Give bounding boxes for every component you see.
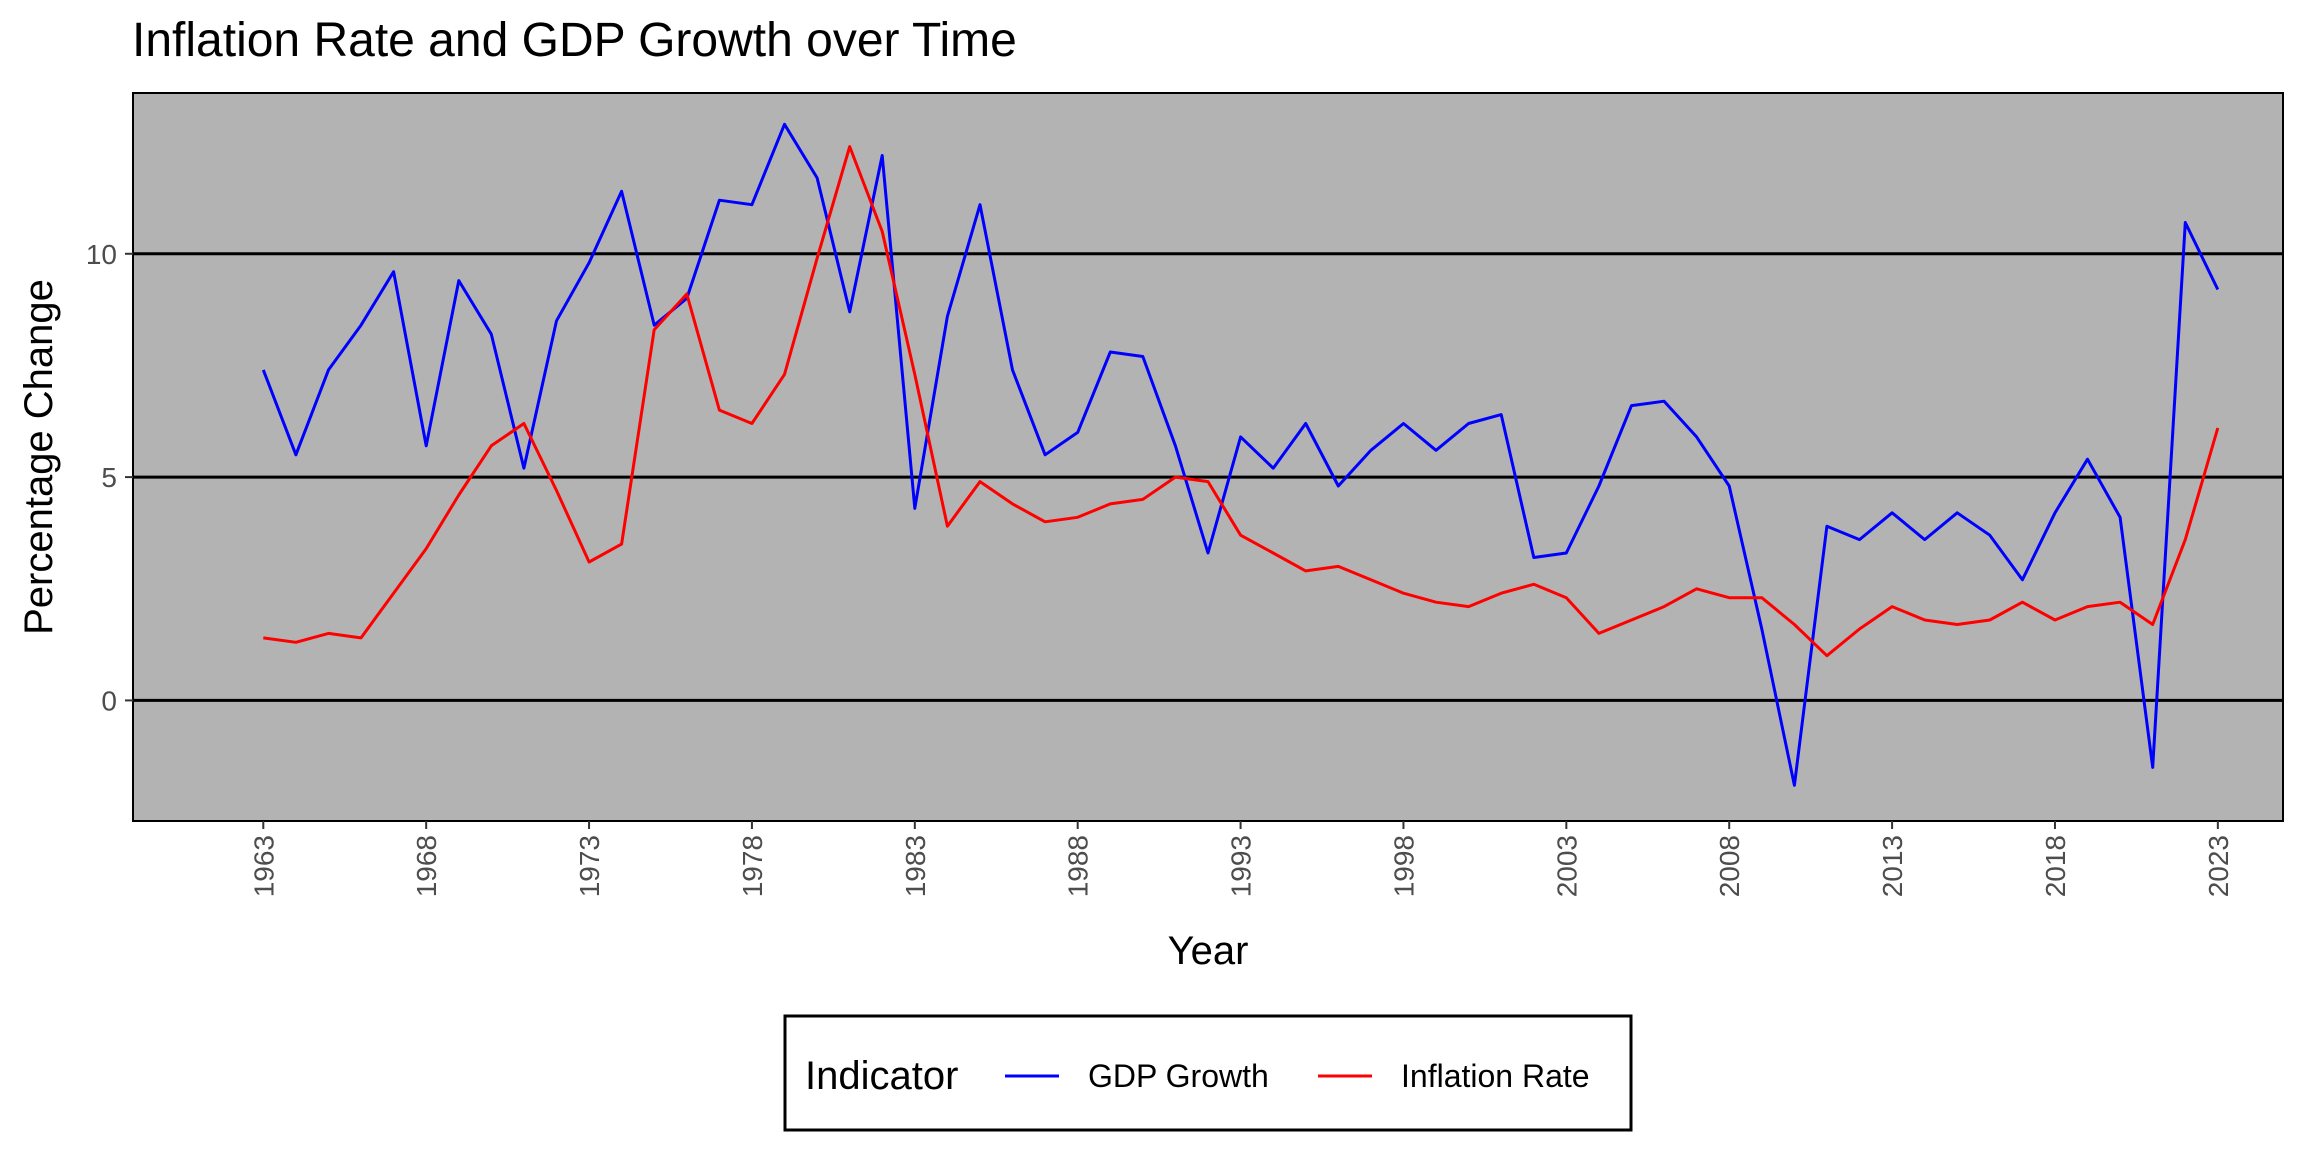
- x-tick-label: 1998: [1388, 835, 1419, 897]
- y-axis: 0 5 10: [86, 239, 133, 716]
- plot-panel: [133, 93, 2283, 821]
- y-axis-title: Percentage Change: [17, 279, 61, 635]
- x-tick-label: 1973: [574, 835, 605, 897]
- x-tick-label: 2003: [1551, 835, 1582, 897]
- legend-title: Indicator: [805, 1054, 958, 1098]
- x-tick-label: 2013: [1877, 835, 1908, 897]
- legend-label-gdp-growth: GDP Growth: [1088, 1058, 1269, 1094]
- x-axis: 1963 1968 1973 1978 1983 1988 1993 1998 2003 2008…: [248, 821, 2234, 897]
- series-line-gdp-growth: [261, 122, 2220, 787]
- y-tick-label: 5: [101, 462, 117, 493]
- legend: Indicator GDP Growth Inflation Rate: [783, 1014, 1633, 1132]
- x-tick-label: 2023: [2203, 835, 2234, 897]
- plot-border: [132, 92, 2284, 822]
- x-tick-label: 1988: [1063, 835, 1094, 897]
- series-lines: [261, 122, 2220, 787]
- legend-box: [783, 1014, 1633, 1132]
- x-tick-label: 1963: [248, 835, 279, 897]
- x-axis-title: Year: [1168, 929, 1249, 973]
- gridlines: [133, 252, 2283, 702]
- x-tick-label: 1978: [737, 835, 768, 897]
- chart-title: Inflation Rate and GDP Growth over Time: [132, 14, 1017, 67]
- x-tick-label: 1968: [411, 835, 442, 897]
- x-tick-label: 2018: [2040, 835, 2071, 897]
- x-tick-label: 1993: [1226, 835, 1257, 897]
- legend-label-inflation-rate: Inflation Rate: [1401, 1058, 1590, 1094]
- x-tick-label: 1983: [900, 835, 931, 897]
- y-tick-label: 0: [101, 685, 117, 716]
- x-tick-label: 2008: [1714, 835, 1745, 897]
- series-line-inflation-rate: [263, 145, 2220, 658]
- y-tick-label: 10: [86, 239, 117, 270]
